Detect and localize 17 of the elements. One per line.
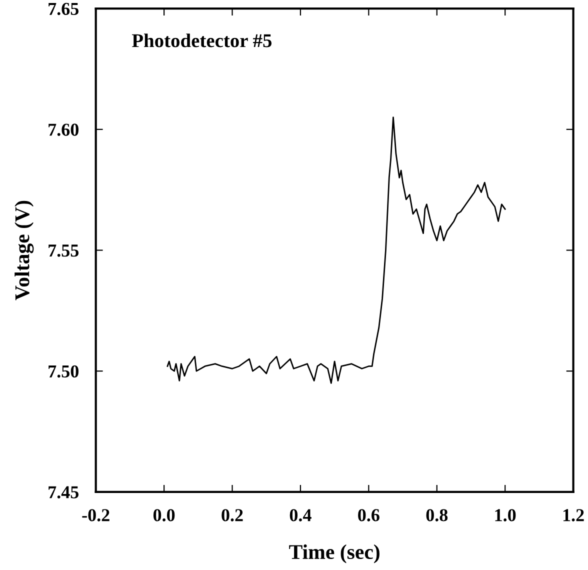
y-tick-label: 7.50: [48, 365, 78, 378]
y-tick-label: 7.55: [48, 244, 79, 257]
x-tick-label: 1.2: [563, 509, 584, 522]
x-tick-label: 0.4: [290, 509, 312, 522]
y-axis-title: Voltage (V): [14, 200, 34, 300]
x-tick-label: -0.2: [82, 509, 110, 522]
x-axis-title: Time (sec): [289, 544, 380, 564]
y-tick-label: 7.60: [48, 124, 78, 136]
x-tick-label: 1.0: [495, 509, 516, 522]
y-tick-label: 7.65: [48, 2, 79, 16]
x-tick-label: 0.6: [358, 509, 380, 522]
x-tick-label: 0.8: [426, 509, 448, 522]
x-tick-label: 0.2: [222, 509, 243, 522]
annotation: Photodetector #5: [132, 34, 272, 48]
line-series: [166, 116, 506, 384]
y-tick-label: 7.45: [48, 486, 79, 498]
x-tick-label: 0.0: [153, 509, 175, 522]
